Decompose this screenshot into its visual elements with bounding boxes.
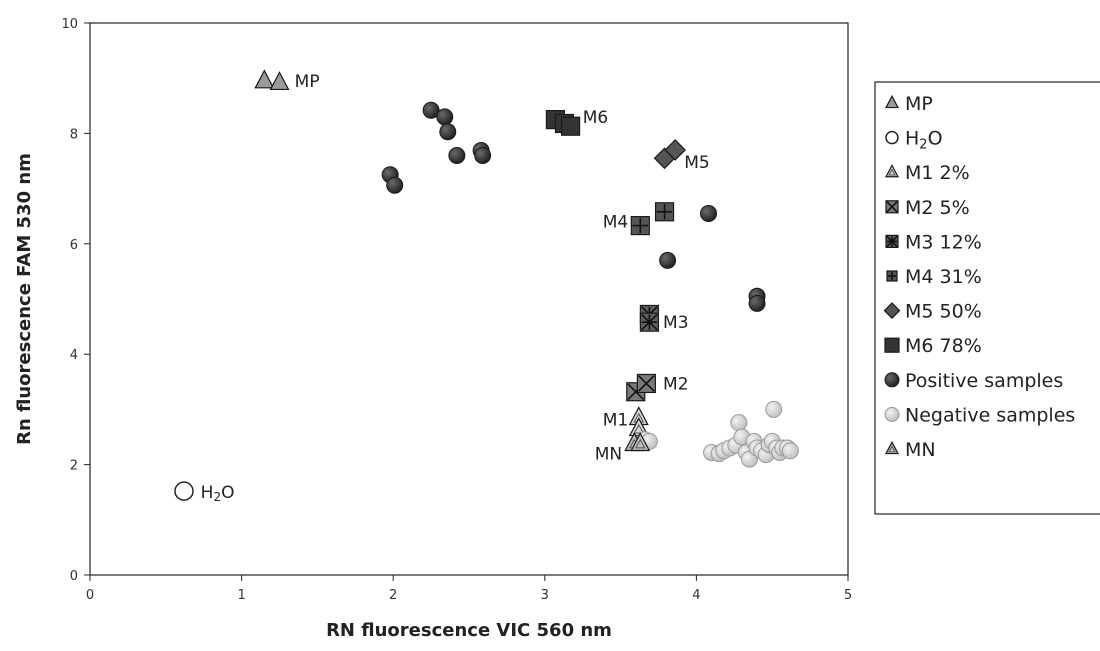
legend-marker (886, 132, 898, 144)
y-tick-label: 2 (70, 459, 78, 474)
point-label: M6 (583, 108, 608, 128)
point-label: M4 (603, 213, 628, 233)
x-tick-label: 3 (541, 588, 549, 603)
legend-marker (886, 235, 898, 247)
x-tick-label: 0 (86, 588, 94, 603)
legend-label: MN (905, 439, 936, 461)
y-tick-label: 0 (70, 569, 78, 584)
data-point (175, 482, 193, 500)
x-axis-title: RN fluorescence VIC 560 nm (326, 620, 612, 641)
data-point (782, 443, 798, 459)
legend-item: Positive samples (885, 370, 1063, 392)
point-label: M3 (663, 313, 688, 333)
legend-label: M4 31% (905, 266, 982, 288)
y-tick-label: 10 (61, 17, 78, 32)
data-point (440, 124, 456, 140)
y-axis-title: Rn fluorescence FAM 530 nm (14, 153, 35, 445)
point-label: M2 (663, 374, 688, 394)
legend-label: M6 78% (905, 335, 982, 357)
point-label: MN (595, 445, 622, 465)
point-label: MP (295, 72, 320, 92)
data-point (766, 401, 782, 417)
legend-label: Negative samples (905, 404, 1075, 426)
data-point (731, 415, 747, 431)
legend-marker (886, 201, 898, 213)
legend-label: M2 5% (905, 197, 970, 219)
data-point (701, 205, 717, 221)
data-point (640, 313, 658, 331)
data-point (656, 203, 674, 221)
data-point (660, 252, 676, 268)
data-point (387, 177, 403, 193)
legend-label: M1 2% (905, 162, 970, 184)
data-point (562, 117, 580, 135)
x-tick-label: 1 (237, 588, 245, 603)
legend-marker (887, 271, 897, 281)
y-tick-label: 4 (70, 348, 78, 363)
legend-marker (885, 338, 899, 352)
data-point (449, 147, 465, 163)
legend-marker (885, 407, 899, 421)
legend-label: M3 12% (905, 231, 982, 253)
x-tick-label: 2 (389, 588, 397, 603)
data-point (631, 217, 649, 235)
data-point (749, 295, 765, 311)
point-label: M1 (603, 410, 628, 430)
y-tick-label: 6 (70, 238, 78, 253)
legend-marker (885, 373, 899, 387)
x-tick-label: 4 (692, 588, 700, 603)
legend-label: MP (905, 93, 933, 115)
legend-label: M5 50% (905, 301, 982, 323)
legend-label: Positive samples (905, 370, 1063, 392)
data-point (437, 109, 453, 125)
point-label: M5 (684, 153, 709, 173)
y-tick-label: 8 (70, 127, 78, 142)
data-point (637, 374, 655, 392)
data-point (475, 147, 491, 163)
legend-item: Negative samples (885, 404, 1075, 426)
x-tick-label: 5 (844, 588, 852, 603)
